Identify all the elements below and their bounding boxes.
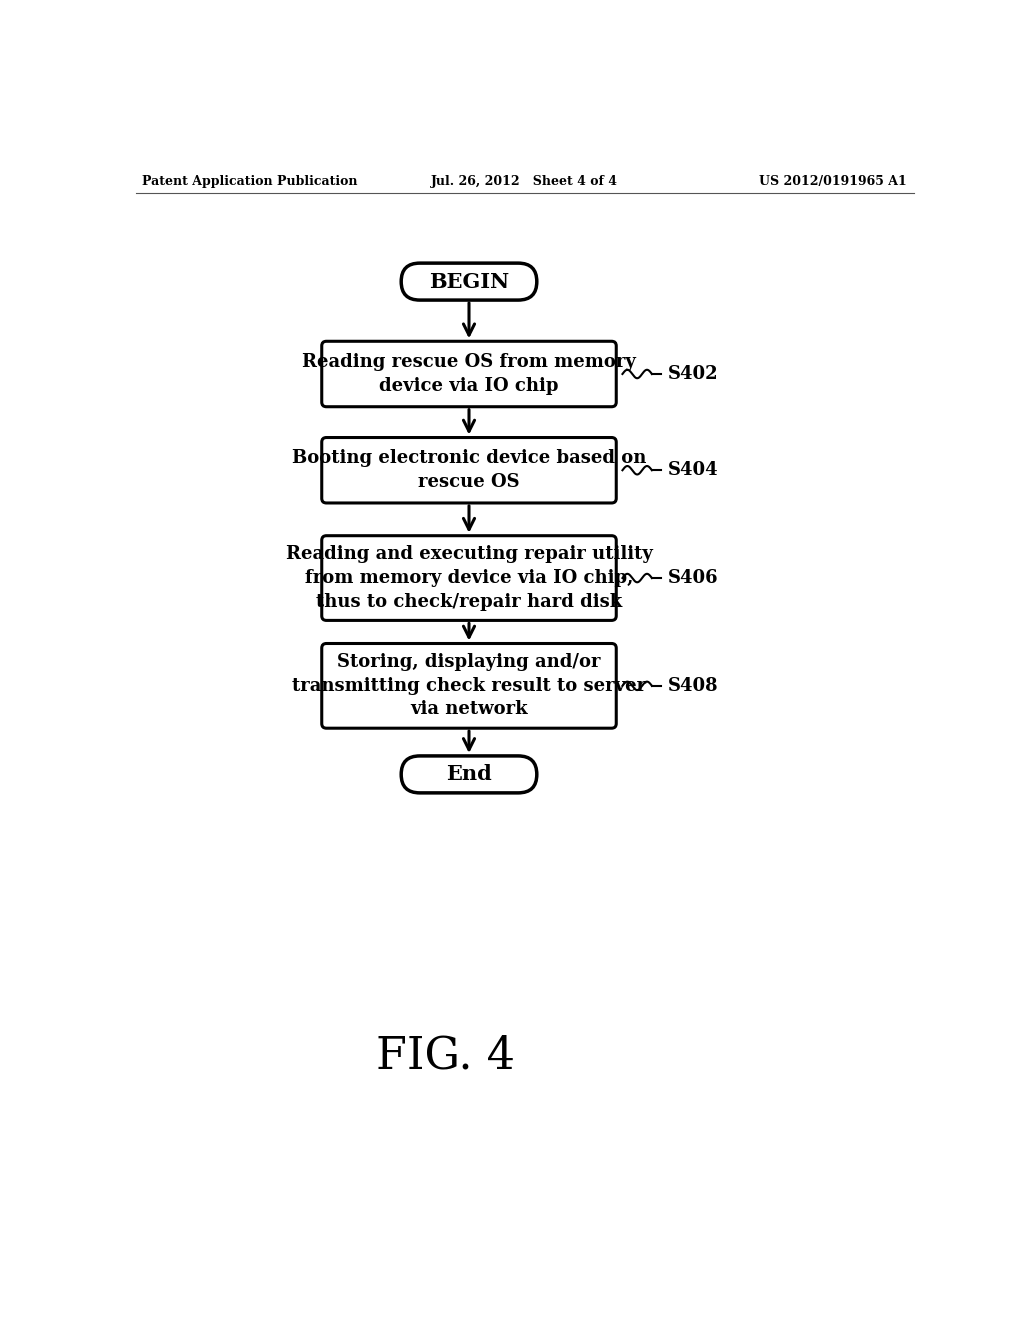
Text: FIG. 4: FIG. 4 (376, 1034, 515, 1077)
Text: S406: S406 (668, 569, 718, 587)
Text: S404: S404 (668, 461, 718, 479)
Text: End: End (446, 764, 492, 784)
FancyBboxPatch shape (401, 756, 537, 793)
Text: Reading rescue OS from memory
device via IO chip: Reading rescue OS from memory device via… (302, 354, 636, 395)
FancyBboxPatch shape (322, 536, 616, 620)
Text: Reading and executing repair utility
from memory device via IO chip,
thus to che: Reading and executing repair utility fro… (286, 545, 652, 611)
FancyBboxPatch shape (322, 342, 616, 407)
FancyBboxPatch shape (322, 644, 616, 729)
Text: US 2012/0191965 A1: US 2012/0191965 A1 (759, 176, 907, 189)
Text: Patent Application Publication: Patent Application Publication (142, 176, 357, 189)
FancyBboxPatch shape (322, 437, 616, 503)
FancyBboxPatch shape (401, 263, 537, 300)
Text: Booting electronic device based on
rescue OS: Booting electronic device based on rescu… (292, 449, 646, 491)
Text: S408: S408 (668, 677, 718, 694)
Text: Jul. 26, 2012   Sheet 4 of 4: Jul. 26, 2012 Sheet 4 of 4 (431, 176, 618, 189)
Text: S402: S402 (668, 366, 718, 383)
Text: BEGIN: BEGIN (429, 272, 509, 292)
Text: Storing, displaying and/or
transmitting check result to server
via network: Storing, displaying and/or transmitting … (292, 653, 646, 718)
